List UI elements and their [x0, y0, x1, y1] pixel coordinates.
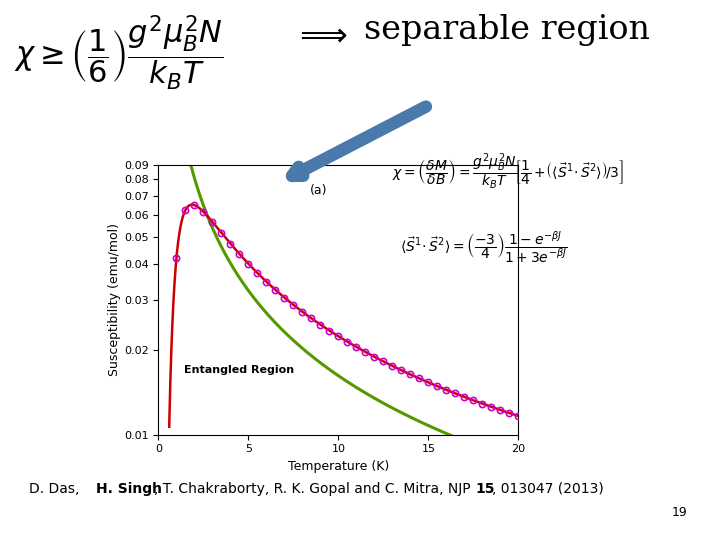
FancyArrowPatch shape — [292, 106, 426, 176]
Text: $\Longrightarrow$: $\Longrightarrow$ — [293, 19, 348, 52]
Text: (a): (a) — [310, 184, 327, 197]
Text: , 013047 (2013): , 013047 (2013) — [492, 482, 604, 496]
X-axis label: Temperature (K): Temperature (K) — [288, 460, 389, 473]
Text: D. Das,: D. Das, — [29, 482, 84, 496]
Text: 15: 15 — [475, 482, 495, 496]
Text: 19: 19 — [672, 507, 688, 519]
Text: $\langle\vec{S}^1\!\cdot\vec{S}^2\rangle = \left(\dfrac{-3}{4}\right)\dfrac{1-e^: $\langle\vec{S}^1\!\cdot\vec{S}^2\rangle… — [400, 230, 567, 265]
Text: Entangled Region: Entangled Region — [184, 365, 294, 375]
Text: H. Singh: H. Singh — [96, 482, 162, 496]
Y-axis label: Susceptibility (emu/mol): Susceptibility (emu/mol) — [108, 223, 121, 376]
Text: $\chi = \left(\dfrac{\delta M}{\delta B}\right) = \dfrac{g^2\mu_B^2 N}{k_B T}\!\: $\chi = \left(\dfrac{\delta M}{\delta B}… — [392, 151, 624, 192]
Text: , T. Chakraborty, R. K. Gopal and C. Mitra, NJP: , T. Chakraborty, R. K. Gopal and C. Mit… — [154, 482, 475, 496]
Text: $\chi \geq \left(\dfrac{1}{6}\right)\dfrac{g^2\mu_B^2 N}{k_B T}$: $\chi \geq \left(\dfrac{1}{6}\right)\dfr… — [14, 14, 224, 92]
Text: separable region: separable region — [364, 14, 649, 45]
